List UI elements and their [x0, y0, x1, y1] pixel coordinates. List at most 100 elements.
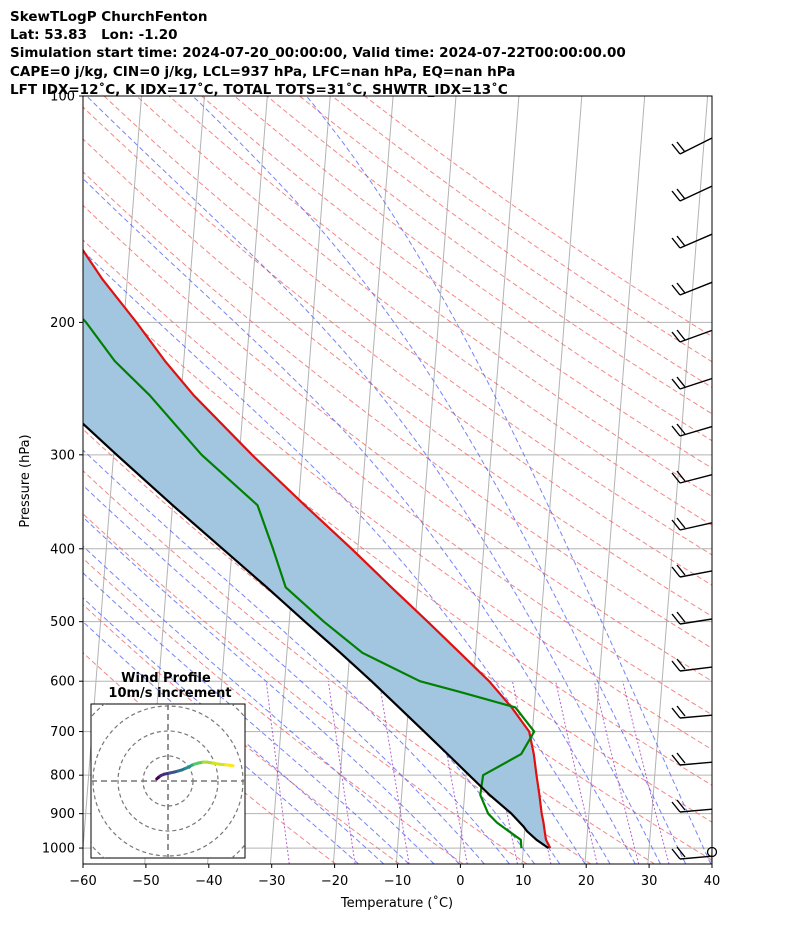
wind-barb: [671, 233, 713, 249]
wind-barb: [671, 846, 713, 860]
isotherm-line: [395, 96, 457, 864]
plot-area: [0, 96, 712, 864]
barb-flag: [671, 143, 681, 155]
wind-barb: [671, 470, 713, 484]
moist-adiabat: [83, 516, 460, 864]
parcel-profile: [83, 422, 550, 850]
barb-flag: [676, 517, 686, 529]
isotherm-line: [332, 96, 394, 864]
barb-shaft: [679, 855, 713, 860]
isotherm-line: [710, 841, 712, 864]
mixing-ratio-line: [555, 681, 598, 864]
barb-flag: [671, 331, 681, 343]
barb-shaft: [679, 522, 713, 531]
moist-adiabat: [83, 572, 410, 864]
dry-adiabat: [103, 96, 712, 556]
wind-barb: [671, 329, 713, 343]
barb-flag: [671, 566, 681, 578]
moist-adiabat: [83, 250, 611, 864]
dry-adiabat: [201, 96, 712, 469]
wind-barb: [671, 799, 713, 813]
mixing-ratio-line: [327, 681, 356, 864]
moist-adiabat: [83, 409, 536, 864]
wind-barbs: [671, 137, 718, 860]
hodograph-title-2: 10m/s increment: [108, 686, 231, 701]
moist-adiabat: [83, 597, 385, 864]
dry-adiabat: [83, 204, 712, 682]
y-tick-label: 900: [50, 807, 75, 822]
hodograph-segment: [227, 763, 235, 768]
barb-flag: [676, 141, 686, 153]
barb-shaft: [679, 761, 713, 766]
barb-flag: [671, 284, 681, 296]
x-tick-label: −40: [195, 874, 222, 889]
isotherm-line: [0, 96, 16, 864]
dry-adiabat: [331, 96, 712, 363]
x-tick-label: 0: [456, 874, 464, 889]
dry-adiabat: [83, 557, 464, 864]
y-tick-label: 700: [50, 725, 75, 740]
isotherm-line: [584, 96, 646, 864]
barb-flag: [676, 470, 686, 482]
barb-flag: [676, 564, 686, 576]
wind-barb: [671, 564, 713, 578]
wind-barb: [671, 185, 713, 202]
x-tick-label: −10: [384, 874, 411, 889]
moist-adiabat: [83, 484, 485, 864]
dry-adiabat: [299, 96, 712, 389]
calm-wind-circle: [706, 846, 718, 858]
barb-flag: [671, 801, 681, 813]
hodograph-ring: [117, 730, 219, 832]
barb-shaft: [679, 281, 713, 296]
mixing-ratio-line: [265, 681, 290, 864]
barb-flag: [671, 613, 681, 625]
location-line: Lat: 53.83 Lon: -1.20: [10, 27, 178, 44]
wind-barb: [671, 376, 713, 390]
barb-flag: [671, 190, 681, 202]
barb-flag: [671, 848, 681, 860]
moist-adiabat: [83, 621, 359, 864]
hodograph-inset: [90, 703, 246, 859]
shaded-area: [83, 250, 551, 849]
barb-flag: [676, 611, 686, 623]
indices-line-1: CAPE=0 j/kg, CIN=0 j/kg, LCL=937 hPa, LF…: [10, 63, 516, 80]
axes-ticks: −60 −50 −40 −30 −20 −10 0 10 20 30 40 100 200 300 400 5…: [42, 90, 720, 890]
mixing-ratio-line: [622, 681, 670, 864]
barb-shaft: [679, 377, 713, 390]
barb-flag: [671, 519, 681, 531]
barb-shaft: [679, 714, 713, 719]
barb-flag: [676, 705, 686, 717]
dewpoint-profile: [83, 317, 536, 849]
dry-adiabat: [83, 513, 528, 864]
barb-flag: [676, 752, 686, 764]
mixing-ratio-line: [593, 681, 640, 864]
barb-shaft: [679, 570, 713, 578]
dry-adiabat: [83, 652, 336, 864]
dry-adiabat: [83, 138, 712, 617]
chart-header: SkewTLogP ChurchFenton Lat: 53.83 Lon: -1…: [10, 8, 626, 99]
wind-barb: [671, 137, 713, 155]
moist-adiabat: [83, 545, 435, 864]
barb-flag: [671, 754, 681, 766]
dry-adiabat: [83, 171, 712, 649]
dry-adiabat: [136, 96, 712, 526]
barb-flag: [676, 329, 686, 341]
x-tick-label: 30: [641, 874, 658, 889]
y-tick-label: 800: [50, 769, 75, 784]
temperature-profile: [83, 248, 552, 849]
x-tick-label: 20: [578, 874, 595, 889]
dry-adiabat: [83, 603, 400, 864]
barb-flag: [676, 846, 686, 858]
mixing-ratio-line: [433, 681, 468, 864]
barb-flag: [671, 237, 681, 249]
y-axis-label: Pressure (hPa): [18, 434, 33, 527]
barb-flag: [676, 188, 686, 200]
barb-flag: [676, 799, 686, 811]
x-tick-label: −60: [69, 874, 96, 889]
moist-adiabat: [83, 177, 636, 864]
barb-flag: [676, 423, 686, 435]
y-tick-label: 600: [50, 675, 75, 690]
barb-flag: [671, 378, 681, 390]
moist-adiabat: [192, 96, 687, 864]
